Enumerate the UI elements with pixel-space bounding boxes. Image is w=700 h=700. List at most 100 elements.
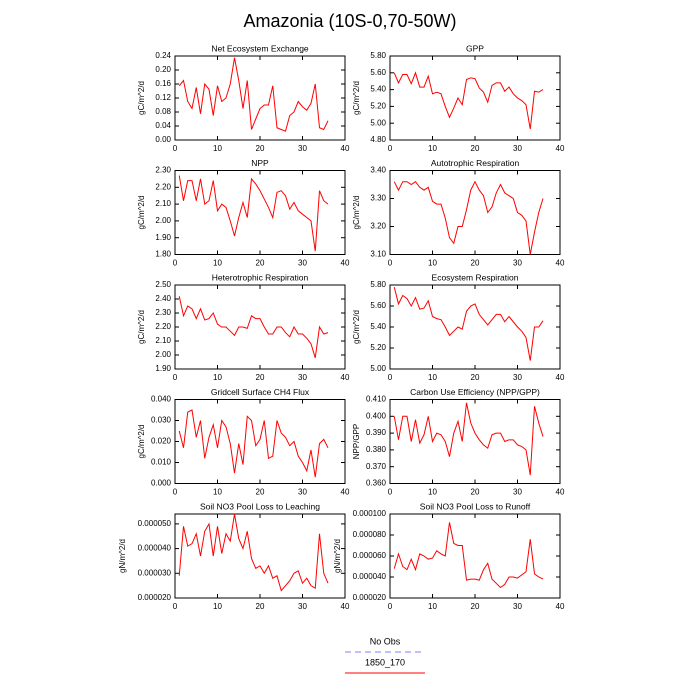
y-tick-label: 3.40 bbox=[370, 166, 386, 175]
x-tick-label: 10 bbox=[428, 373, 437, 382]
x-tick-label: 30 bbox=[298, 144, 307, 153]
y-tick-label: 5.00 bbox=[370, 364, 386, 373]
y-tick-label: 5.40 bbox=[370, 85, 386, 94]
panel-title: GPP bbox=[466, 43, 484, 53]
panel-title: Autotrophic Respiration bbox=[431, 158, 520, 168]
legend-label: No Obs bbox=[370, 636, 401, 646]
y-tick-label: 2.40 bbox=[155, 294, 171, 303]
y-tick-label: 2.30 bbox=[155, 308, 171, 317]
x-tick-label: 0 bbox=[173, 602, 178, 611]
y-tick-label: 2.10 bbox=[155, 336, 171, 345]
x-tick-label: 0 bbox=[388, 144, 393, 153]
y-tick-label: 5.60 bbox=[370, 68, 386, 77]
y-tick-label: 0.08 bbox=[155, 107, 171, 116]
panel-title: Heterotrophic Respiration bbox=[212, 272, 309, 282]
y-tick-label: 0.000100 bbox=[353, 509, 387, 518]
y-axis-label: gC/m^2/d bbox=[352, 196, 361, 230]
y-tick-label: 5.80 bbox=[370, 280, 386, 289]
x-tick-label: 10 bbox=[213, 488, 222, 497]
plot-frame bbox=[389, 55, 561, 141]
y-tick-label: 0.010 bbox=[151, 458, 172, 467]
x-tick-label: 0 bbox=[173, 144, 178, 153]
y-tick-label: 2.10 bbox=[155, 199, 171, 208]
data-line bbox=[393, 402, 544, 476]
y-tick-label: 4.80 bbox=[370, 135, 386, 144]
data-line bbox=[178, 296, 329, 358]
y-tick-label: 0.410 bbox=[366, 395, 387, 404]
data-line bbox=[393, 180, 544, 255]
x-tick-label: 40 bbox=[341, 259, 350, 268]
y-tick-label: 5.20 bbox=[370, 102, 386, 111]
data-line bbox=[178, 513, 329, 592]
y-tick-label: 3.20 bbox=[370, 222, 386, 231]
y-tick-label: 0.000080 bbox=[353, 530, 387, 539]
y-axis-label: gC/m^2/d bbox=[352, 81, 361, 115]
data-line bbox=[178, 175, 329, 252]
y-tick-label: 3.10 bbox=[370, 250, 386, 259]
panel-title: Soil NO3 Pool Loss to Leaching bbox=[200, 501, 320, 511]
y-tick-label: 0.000060 bbox=[353, 551, 387, 560]
x-tick-label: 20 bbox=[471, 259, 480, 268]
x-tick-label: 30 bbox=[298, 488, 307, 497]
y-tick-label: 0.12 bbox=[155, 93, 171, 102]
y-tick-label: 0.000020 bbox=[138, 593, 172, 602]
y-tick-label: 0.000 bbox=[151, 479, 172, 488]
x-tick-label: 30 bbox=[513, 602, 522, 611]
y-tick-label: 0.020 bbox=[151, 437, 172, 446]
y-tick-label: 0.370 bbox=[366, 462, 387, 471]
data-line bbox=[393, 286, 544, 361]
y-tick-label: 0.000030 bbox=[138, 568, 172, 577]
y-tick-label: 0.16 bbox=[155, 79, 171, 88]
y-tick-label: 2.00 bbox=[155, 350, 171, 359]
x-tick-label: 40 bbox=[556, 144, 565, 153]
x-tick-label: 20 bbox=[256, 373, 265, 382]
y-tick-label: 0.390 bbox=[366, 428, 387, 437]
x-tick-label: 40 bbox=[341, 602, 350, 611]
x-tick-label: 10 bbox=[213, 373, 222, 382]
panel-title: Carbon Use Efficiency (NPP/GPP) bbox=[410, 387, 540, 397]
y-tick-label: 5.80 bbox=[370, 51, 386, 60]
x-tick-label: 30 bbox=[298, 373, 307, 382]
y-tick-label: 0.400 bbox=[366, 411, 387, 420]
x-tick-label: 40 bbox=[556, 373, 565, 382]
x-tick-label: 20 bbox=[471, 488, 480, 497]
x-tick-label: 0 bbox=[388, 259, 393, 268]
panel-title: NPP bbox=[251, 158, 269, 168]
y-tick-label: 0.360 bbox=[366, 479, 387, 488]
x-tick-label: 20 bbox=[471, 373, 480, 382]
y-axis-label: gC/m^2/d bbox=[137, 425, 146, 459]
y-tick-label: 5.40 bbox=[370, 322, 386, 331]
x-tick-label: 0 bbox=[173, 488, 178, 497]
figure-title: Amazonia (10S-0,70-50W) bbox=[243, 11, 456, 31]
y-tick-label: 2.30 bbox=[155, 166, 171, 175]
x-tick-label: 10 bbox=[428, 259, 437, 268]
x-tick-label: 40 bbox=[341, 373, 350, 382]
y-tick-label: 1.80 bbox=[155, 250, 171, 259]
y-tick-label: 0.000040 bbox=[353, 572, 387, 581]
plot-frame bbox=[389, 513, 561, 599]
y-tick-label: 0.00 bbox=[155, 135, 171, 144]
y-axis-label: gN/m^2/d bbox=[118, 539, 127, 573]
x-tick-label: 20 bbox=[471, 602, 480, 611]
x-tick-label: 20 bbox=[256, 259, 265, 268]
y-tick-label: 0.030 bbox=[151, 416, 172, 425]
y-tick-label: 1.90 bbox=[155, 364, 171, 373]
y-tick-label: 2.20 bbox=[155, 182, 171, 191]
x-tick-label: 30 bbox=[513, 144, 522, 153]
y-axis-label: gN/m^2/d bbox=[333, 539, 342, 573]
y-tick-label: 0.000020 bbox=[353, 593, 387, 602]
x-tick-label: 30 bbox=[513, 259, 522, 268]
plot-frame bbox=[174, 399, 346, 484]
x-tick-label: 0 bbox=[173, 259, 178, 268]
y-tick-label: 0.04 bbox=[155, 121, 171, 130]
x-tick-label: 10 bbox=[428, 144, 437, 153]
plot-frame bbox=[174, 170, 346, 255]
y-tick-label: 0.24 bbox=[155, 51, 171, 60]
y-tick-label: 2.20 bbox=[155, 322, 171, 331]
x-tick-label: 40 bbox=[556, 488, 565, 497]
x-tick-label: 0 bbox=[388, 488, 393, 497]
x-tick-label: 20 bbox=[256, 488, 265, 497]
x-tick-label: 20 bbox=[471, 144, 480, 153]
y-tick-label: 0.380 bbox=[366, 445, 387, 454]
y-tick-label: 0.000050 bbox=[138, 519, 172, 528]
